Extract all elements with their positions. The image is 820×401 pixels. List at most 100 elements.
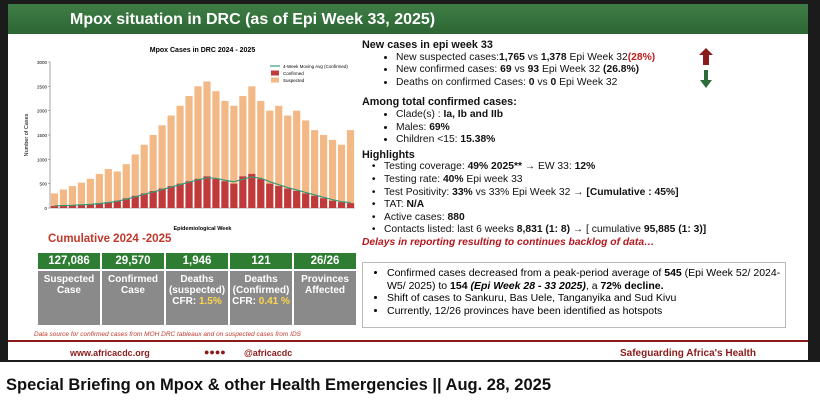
- bar: [293, 110, 301, 208]
- bar: [140, 144, 148, 208]
- text-run: Testing coverage:: [384, 161, 468, 173]
- bar: [284, 115, 292, 208]
- bar: [266, 183, 274, 208]
- down-arrow: [700, 70, 712, 88]
- bar: [221, 100, 229, 208]
- text-run: Test Positivity:: [384, 186, 453, 198]
- bar: [257, 178, 265, 208]
- bar: [337, 144, 346, 208]
- bullet: TAT: N/A: [384, 199, 802, 212]
- section-title: Among total confirmed cases:: [362, 96, 517, 109]
- bar: [257, 100, 265, 208]
- bar: [328, 139, 337, 208]
- stat-value: 121: [230, 253, 292, 269]
- text-run: Testing rate:: [384, 173, 443, 185]
- bar: [266, 110, 274, 208]
- legend-label: Confirmed: [283, 71, 304, 76]
- bar: [50, 206, 59, 208]
- bar: [167, 115, 175, 208]
- text-run: Contacts listed: last 6 weeks: [384, 224, 517, 236]
- text-run: Children <15:: [396, 134, 461, 146]
- text-run: [Cumulative : 45%]: [586, 186, 679, 198]
- bar: [248, 86, 256, 208]
- cumulative-title: Cumulative 2024 -2025: [48, 233, 172, 245]
- text-run: vs: [534, 76, 551, 88]
- text-run: → [ cumulative: [570, 224, 644, 236]
- bar: [140, 193, 148, 208]
- cfr-label: CFR:: [172, 296, 197, 307]
- bar: [86, 204, 94, 208]
- bar: [194, 86, 202, 208]
- bar: [346, 130, 355, 208]
- handle: @africacdc: [244, 348, 293, 358]
- bar: [176, 183, 184, 208]
- text-run: N/A: [406, 199, 425, 211]
- website: www.africacdc.org: [70, 348, 150, 358]
- bar: [311, 130, 319, 208]
- y-tick-label: 1000: [37, 157, 48, 162]
- bar: [77, 204, 85, 208]
- y-tick-label: 2500: [37, 84, 48, 89]
- tagline: Safeguarding Africa's Health: [620, 348, 756, 359]
- stat-column: 1,946 Deaths (suspected) CFR: 1.5%: [166, 253, 228, 325]
- stat-column: 121 Deaths (Confirmed) CFR: 0.41 %: [230, 253, 292, 325]
- text-run: TAT:: [384, 199, 407, 211]
- footnote: Data source for confirmed cases from MOH…: [34, 331, 301, 338]
- y-tick-label: 0: [44, 206, 47, 211]
- bar: [185, 96, 193, 208]
- bullet: Shift of cases to Sankuru, Bas Uele, Tan…: [387, 292, 781, 305]
- bar: [230, 183, 238, 208]
- bar: [212, 178, 220, 208]
- bar: [158, 188, 166, 208]
- stats-table: 127,086 Suspected Case 29,570 Confirmed Cas…: [38, 253, 356, 325]
- bar: [131, 195, 139, 208]
- text-run: to: [435, 279, 451, 292]
- bar: [95, 173, 103, 208]
- stat-label: Deaths (Confirmed) CFR: 0.41 %: [230, 271, 292, 325]
- bullet-list: Testing coverage: 49% 2025** → EW 33: 12…: [362, 161, 802, 237]
- bar: [59, 189, 68, 208]
- section-title: Highlights: [362, 148, 415, 161]
- bullet: Males: 69%: [396, 122, 802, 135]
- stat-value: 1,946: [166, 253, 228, 269]
- text-run: Currently, 12/26 provinces have been ide…: [387, 304, 663, 317]
- text-run: 49% 2025**: [467, 161, 522, 173]
- chart-title: Mpox Cases in DRC 2024 - 2025: [150, 47, 256, 54]
- y-tick-label: 2000: [37, 109, 48, 114]
- text-run: Shift of cases to Sankuru, Bas Uele, Tan…: [387, 292, 677, 305]
- text-run: 93: [527, 64, 540, 76]
- legend-label: Suspected: [283, 78, 305, 83]
- bar: [221, 181, 229, 208]
- bar: [203, 81, 211, 208]
- text-run: vs: [511, 64, 528, 76]
- text-run: vs: [524, 51, 541, 63]
- text-run: 1,378: [540, 51, 567, 63]
- bar: [239, 176, 247, 208]
- bullet: Children <15: 15.38%: [396, 134, 802, 147]
- bar: [176, 105, 184, 208]
- chart: Mpox Cases in DRC 2024 - 2025 Number of C…: [24, 47, 355, 232]
- text-run: 545: [664, 267, 682, 279]
- bullet-list: Clade(s) : Ia, Ib and IIbMales: 69%Child…: [362, 109, 802, 147]
- bar: [59, 205, 68, 208]
- cfr-value: 1.5%: [198, 296, 222, 307]
- bar: [302, 120, 310, 208]
- bar: [95, 203, 103, 208]
- text-run: 69: [500, 64, 512, 76]
- bullet: Testing coverage: 49% 2025** → EW 33: 12…: [384, 161, 802, 174]
- bar: [320, 198, 328, 208]
- bar: [149, 190, 157, 208]
- bar: [212, 91, 220, 208]
- stat-label-text: Provinces Affected: [301, 274, 349, 296]
- text-run: (Epi Week 52/ 2024-W5/ 2025): [387, 267, 781, 292]
- text-run: Epi week 33: [463, 173, 523, 185]
- section-title: New cases in epi week 33: [362, 39, 493, 51]
- text-run: Males:: [396, 121, 430, 133]
- text-run: 154: [450, 279, 468, 292]
- bar: [194, 178, 202, 208]
- stat-value: 26/26: [294, 253, 356, 269]
- bar: [68, 186, 77, 208]
- text-run: Ia, Ib and IIb: [443, 108, 504, 120]
- bullet-list: Confirmed cases decreased from a peak-pe…: [363, 267, 781, 317]
